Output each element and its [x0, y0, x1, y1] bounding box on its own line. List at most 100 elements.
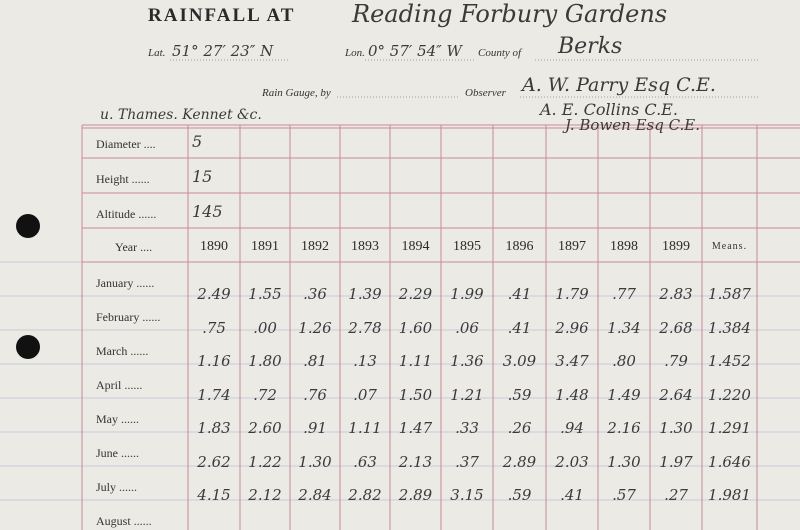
- gauge-row-value: 5: [192, 132, 203, 151]
- rain-value: 2.29: [398, 285, 433, 303]
- gauge-row-value: 145: [192, 202, 223, 221]
- rain-value: 1.26: [298, 318, 332, 337]
- rain-value: 1.48: [555, 385, 589, 404]
- lat: 51° 27′ 23″ N: [172, 42, 274, 60]
- rain-value: 2.49: [197, 285, 231, 303]
- rain-value: .77: [612, 285, 636, 303]
- year: 1896: [505, 239, 534, 254]
- rain-value: 1.21: [450, 385, 484, 404]
- lat-label: Lat.: [148, 47, 166, 59]
- rain-value: 1.384: [708, 318, 751, 337]
- rain-value: 3.15: [450, 486, 484, 504]
- rain-value: 2.68: [659, 318, 693, 337]
- means-label: Means.: [711, 241, 748, 252]
- rain-value: .06: [455, 318, 479, 337]
- month: June ......: [96, 446, 139, 460]
- rain-value: .57: [612, 486, 636, 504]
- rain-value: 1.80: [248, 352, 282, 370]
- rain-value: 1.79: [555, 285, 589, 303]
- rain-value: 1.49: [607, 385, 641, 404]
- rain-value: .75: [202, 318, 226, 337]
- rain-value: 2.13: [398, 452, 433, 471]
- rain-value: .26: [507, 419, 532, 437]
- rain-value: .94: [560, 419, 584, 437]
- rain-value: .33: [455, 419, 479, 437]
- observer: J. Bowen Esq C.E.: [565, 116, 701, 134]
- rain-value: .07: [353, 385, 377, 404]
- year: 1892: [301, 239, 329, 254]
- gauge-row-label: Diameter ....: [96, 137, 156, 151]
- lon: 0° 57′ 54″ W: [368, 42, 462, 60]
- rain-value: 1.981: [708, 486, 751, 504]
- title: RAINFALL AT: [148, 5, 296, 26]
- rain-value: .41: [560, 486, 584, 504]
- observer: A. W. Parry Esq C.E.: [522, 74, 716, 96]
- rain-value: 2.64: [659, 385, 693, 404]
- rain-value: 1.646: [708, 452, 751, 471]
- rain-value: 2.83: [659, 285, 693, 303]
- rain-value: .80: [612, 352, 636, 370]
- rain-value: 1.60: [398, 318, 433, 337]
- rain-value: .81: [303, 352, 327, 370]
- month: August ......: [96, 514, 152, 528]
- rain-value: 1.587: [708, 285, 751, 303]
- rain-value: .41: [507, 285, 532, 303]
- rain-value: .76: [303, 385, 327, 404]
- rain-value: 1.22: [248, 452, 282, 471]
- month: July ......: [96, 480, 138, 494]
- rain-value: 1.11: [348, 419, 382, 437]
- rain-value: 2.16: [607, 419, 641, 437]
- rain-value: 1.30: [298, 452, 332, 471]
- rain-value: 2.60: [248, 419, 282, 437]
- gauge-row-value: 15: [192, 167, 213, 186]
- month: February ......: [96, 310, 161, 324]
- gauge-row-label: Altitude ......: [96, 207, 157, 221]
- lon-label: Lon.: [345, 47, 365, 59]
- month: May ......: [96, 412, 139, 426]
- gauge-label: Rain Gauge, by: [262, 87, 331, 99]
- rain-value: .59: [507, 486, 532, 504]
- year-label: Year ....: [115, 240, 153, 254]
- rain-value: 1.30: [659, 419, 693, 437]
- rain-value: 2.03: [555, 452, 589, 471]
- rain-value: 2.84: [298, 486, 332, 504]
- year: 1897: [558, 239, 586, 254]
- rain-value: 2.96: [555, 318, 589, 337]
- rain-value: 1.30: [607, 452, 641, 471]
- rain-value: 4.15: [197, 486, 231, 504]
- county: Berks: [558, 34, 623, 59]
- rain-value: 2.62: [197, 452, 231, 471]
- rain-value: 2.12: [248, 486, 282, 504]
- rain-value: 1.97: [659, 452, 693, 471]
- rain-value: 1.47: [398, 419, 433, 437]
- rain-value: .00: [253, 318, 277, 337]
- rain-value: .91: [303, 419, 327, 437]
- rain-value: 2.82: [348, 486, 382, 504]
- rain-value: 1.16: [197, 352, 231, 370]
- rain-value: 2.89: [502, 452, 537, 471]
- note: u. Thames. Kennet &c.: [100, 107, 262, 123]
- rain-value: .37: [455, 452, 479, 471]
- rain-value: 1.11: [398, 352, 433, 370]
- year: 1894: [401, 239, 430, 254]
- year: 1899: [662, 239, 690, 254]
- rain-value: 1.55: [248, 285, 282, 303]
- rain-value: 3.09: [502, 352, 537, 370]
- rain-value: 1.74: [197, 385, 231, 404]
- observer-label: Observer: [465, 87, 506, 99]
- rain-value: .79: [664, 352, 688, 370]
- year: 1893: [351, 239, 379, 254]
- rain-value: 1.50: [398, 385, 433, 404]
- rain-value: .36: [303, 285, 327, 303]
- rain-value: .27: [664, 486, 688, 504]
- rain-value: .72: [253, 385, 277, 404]
- county-label: County of: [478, 47, 522, 59]
- rain-value: 2.89: [398, 486, 433, 504]
- rain-value: .13: [353, 352, 377, 370]
- rain-value: 1.39: [348, 285, 382, 303]
- rain-value: 1.36: [450, 352, 484, 370]
- year: 1898: [610, 239, 638, 254]
- rain-value: 1.220: [708, 385, 751, 404]
- observer: A. E. Collins C.E.: [540, 100, 678, 119]
